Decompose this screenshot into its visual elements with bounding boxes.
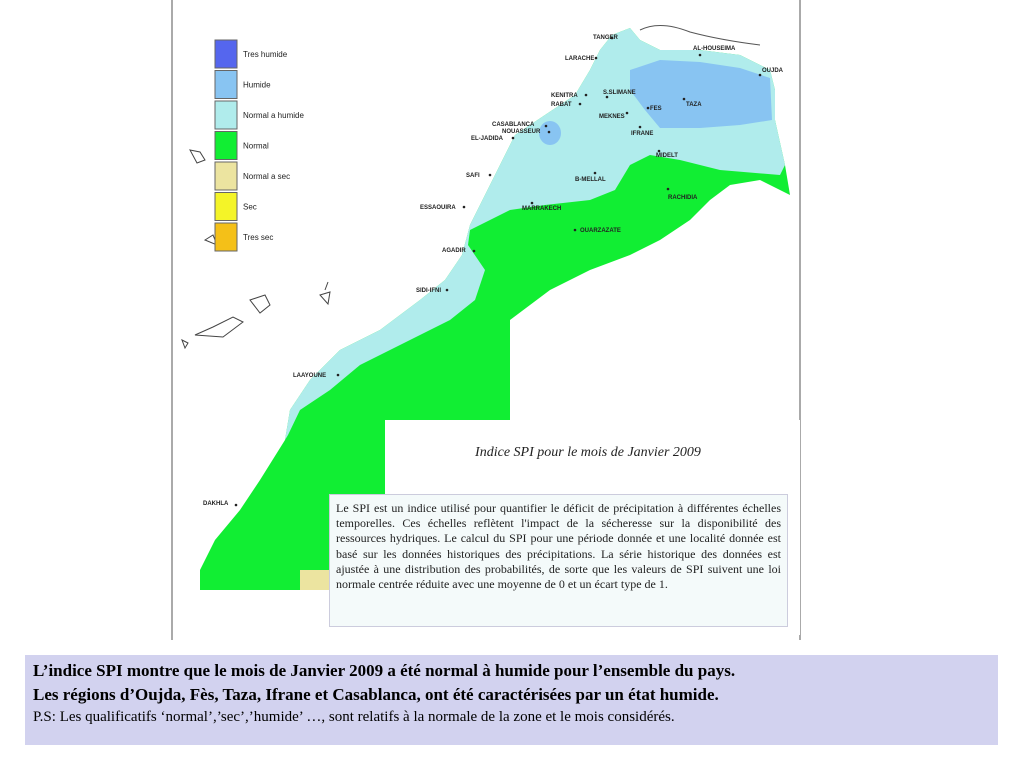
city-label: AL-HOUSEIMA: [693, 46, 736, 52]
description: Le SPI est un indice utilisé pour quanti…: [329, 494, 788, 627]
region-normal: [200, 28, 790, 590]
city-label: MIDELT: [656, 153, 678, 159]
legend-label: Normal a humide: [243, 111, 304, 120]
region-humide-casa: [539, 121, 561, 145]
legend-swatch: [214, 222, 238, 252]
city-label: LAAYOUNE: [293, 373, 326, 379]
city-label: RABAT: [551, 102, 572, 108]
legend-swatch: [214, 131, 238, 160]
city-label: TAZA: [686, 102, 702, 108]
legend-label: Normal a sec: [243, 172, 290, 181]
city-dot: [511, 136, 515, 140]
city-dot: [584, 93, 588, 97]
region-humide: [630, 60, 772, 128]
city-label: NOUASSEUR: [502, 129, 541, 135]
legend-swatch: [214, 70, 238, 99]
city-label: LARACHE: [565, 56, 594, 62]
city-label: S.SLIMANE: [603, 90, 636, 96]
city-dot: [698, 53, 702, 57]
city-dot: [547, 130, 551, 134]
city-dot: [573, 228, 577, 232]
city-dot: [625, 111, 629, 115]
city-label: B-MELLAL: [575, 177, 606, 183]
region-normal-sec: [300, 570, 330, 590]
legend-label: Tres sec: [243, 233, 273, 242]
city-dot: [530, 201, 534, 205]
city-label: AGADIR: [442, 248, 466, 254]
coast-spain: [639, 25, 761, 46]
city-label: TANGER: [593, 35, 619, 41]
city-label: DAKHLA: [203, 501, 229, 507]
city-label: OUARZAZATE: [580, 228, 621, 234]
caption: L’indice SPI montre que le mois de Janvi…: [25, 655, 998, 745]
city-label: RACHIDIA: [668, 195, 698, 201]
legend-label: Tres humide: [243, 50, 288, 59]
region-normal-humide: [285, 28, 785, 440]
city-dot: [445, 288, 449, 292]
city-dot: [638, 125, 642, 129]
legend-swatch: [214, 161, 238, 191]
legend-label: Normal: [243, 142, 269, 151]
city-dot: [594, 56, 598, 60]
city-label: KENITRA: [551, 93, 578, 99]
city-label: OUJDA: [762, 68, 784, 74]
city-label: MARRAKECH: [522, 206, 561, 212]
legend-label: Humide: [243, 81, 271, 90]
city-dot: [544, 124, 548, 128]
caption-note: P.S: Les qualificatifs ‘normal’,’sec’,’h…: [33, 709, 675, 725]
city-dot: [666, 187, 670, 191]
city-dot: [593, 171, 597, 175]
city-dot: [682, 97, 686, 101]
city-label: MEKNES: [599, 114, 625, 120]
city-label: SIDI-IFNI: [416, 288, 441, 294]
city-label: IFRANE: [631, 131, 653, 137]
city-dot: [758, 73, 762, 77]
city-dot: [578, 102, 582, 106]
city-dot: [646, 106, 650, 110]
map-title: Indice SPI pour le mois de Janvier 2009: [474, 445, 701, 460]
city-dot: [605, 95, 609, 99]
city-label: CASABLANCA: [492, 122, 535, 128]
city-dot: [234, 503, 238, 507]
city-dot: [336, 373, 340, 377]
city-dot: [462, 205, 466, 209]
caption-line: Les régions d’Oujda, Fès, Taza, Ifrane e…: [33, 685, 719, 704]
legend-label: Sec: [243, 203, 257, 212]
city-dot: [657, 149, 661, 153]
city-label: ESSAOUIRA: [420, 205, 456, 211]
legend-swatch: [214, 39, 238, 69]
city-dot: [488, 173, 492, 177]
legend-swatch: [214, 100, 238, 130]
city-label: SAFI: [466, 173, 480, 179]
city-label: FES: [650, 106, 662, 112]
city-dot: [610, 36, 614, 40]
caption-line: L’indice SPI montre que le mois de Janvi…: [33, 661, 736, 680]
city-dot: [472, 249, 476, 253]
legend-swatch: [214, 192, 238, 221]
city-label: EL-JADIDA: [471, 136, 504, 142]
